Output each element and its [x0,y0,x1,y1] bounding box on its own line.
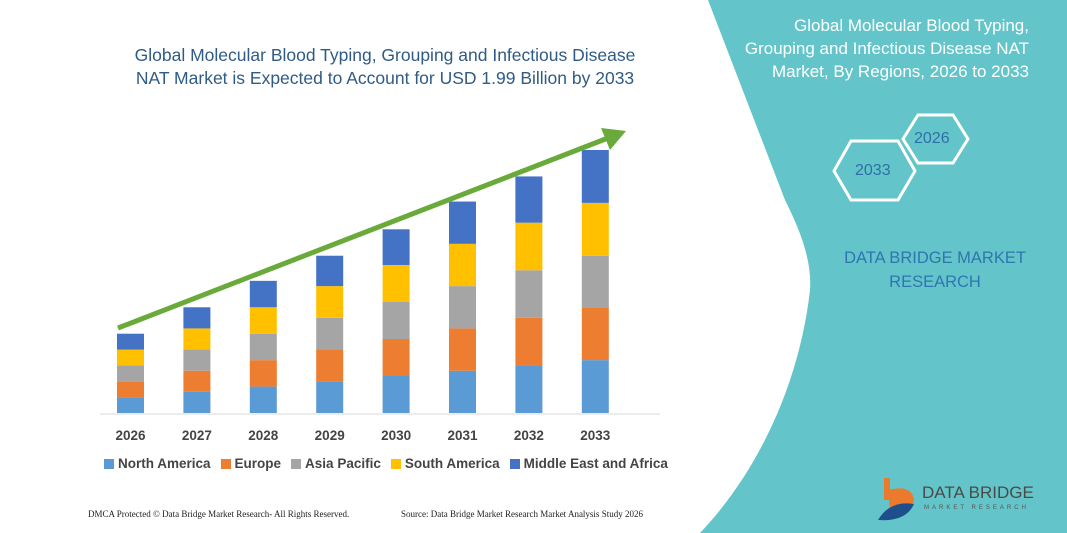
legend-swatch [509,458,520,469]
bar-segment-2031-asia-pacific [449,286,476,329]
hexagon-2033 [832,139,917,202]
legend-label: South America [404,456,500,471]
bar-segment-2032-north-america [515,365,543,413]
legend-item: Europe [220,456,282,471]
brand-text: DATA BRIDGE MARKET RESEARCH [820,246,1050,294]
bar-segment-2033-asia-pacific [581,255,609,308]
x-tick-label: 2031 [447,428,478,443]
footer-copyright: DMCA Protected © Data Bridge Market Rese… [88,509,350,519]
title-line-2: NAT Market is Expected to Account for US… [135,68,635,88]
bar-segment-2029-europe [316,349,344,382]
bar-segment-2027-middle-east-and-africa [183,307,211,329]
x-tick-label: 2027 [182,428,212,443]
legend-item: Middle East and Africa [509,456,668,471]
x-tick-label: 2028 [248,428,279,443]
x-tick-label: 2033 [580,428,611,443]
x-tick-label: 2032 [514,428,544,443]
bar-segment-2026-north-america [117,397,144,413]
databridge-logo-icon [878,478,914,521]
bar-segment-2027-europe [183,370,211,392]
bar-segment-2032-asia-pacific [515,270,543,318]
bar-segment-2029-asia-pacific [316,317,344,350]
bar-segment-2033-south-america [581,202,609,256]
bar-segment-2027-asia-pacific [183,349,211,371]
bar-segment-2032-south-america [515,222,543,271]
legend-item: South America [390,456,500,471]
bar-segment-2033-middle-east-and-africa [581,150,609,203]
legend-swatch [220,458,231,469]
bar-segment-2028-middle-east-and-africa [249,280,277,308]
bar-segment-2030-middle-east-and-africa [382,229,410,265]
bar-segment-2030-asia-pacific [382,301,410,339]
legend-label: North America [118,456,211,471]
bar-segment-2028-north-america [249,386,277,413]
hexagon-2026 [901,113,970,165]
bar-segment-2029-north-america [316,381,344,413]
bar-segment-2029-middle-east-and-africa [316,255,344,287]
bar-segment-2026-south-america [117,349,144,366]
trend-arrow-head-icon [601,128,626,150]
legend-swatch [390,458,401,469]
legend-swatch [104,458,114,469]
legend-label: Middle East and Africa [523,456,668,471]
legend-item: North America [104,456,211,471]
bar-segment-2026-asia-pacific [117,365,144,382]
bar-segment-2031-middle-east-and-africa [449,201,476,244]
hex-label-2026: 2026 [914,130,950,147]
footer-source: Source: Data Bridge Market Research Mark… [401,509,643,519]
bar-segment-2033-north-america [581,360,609,413]
bar-segment-2028-south-america [249,307,277,334]
legend-label: Europe [234,456,282,471]
bar-segment-2032-middle-east-and-africa [515,176,543,223]
bar-segment-2031-south-america [449,243,476,287]
bar-segment-2029-south-america [316,286,344,318]
bar-segment-2030-south-america [382,264,410,302]
bar-segment-2028-asia-pacific [249,333,277,361]
logo-text: DATA BRIDGE [922,483,1034,502]
legend-item: Asia Pacific [291,456,381,471]
logo-subtext: MARKET RESEARCH [924,505,1029,511]
hex-label-2033: 2033 [855,162,891,179]
x-tick-label: 2030 [381,428,411,443]
legend-label: Asia Pacific [305,456,381,471]
bar-segment-2030-europe [382,338,410,376]
bar-segment-2028-europe [249,360,277,387]
brand-line-1: DATA BRIDGE MARKET [844,249,1026,267]
bar-segment-2026-middle-east-and-africa [117,333,144,350]
bar-segment-2026-europe [117,381,144,398]
bar-segment-2027-north-america [183,391,211,413]
chart-legend: North America Europe Asia Pacific South Ame… [104,456,668,471]
side-panel-title: Global Molecular Blood Typing, Grouping … [744,16,1029,81]
x-tick-label: 2026 [115,428,146,443]
bar-segment-2033-europe [581,307,609,361]
stacked-bar-chart: 2026 2027 2028 2029 2030 2031 2032 2033 [100,128,660,443]
chart-title: Global Molecular Blood Typing, Grouping … [100,44,670,90]
bar-segment-2030-north-america [382,375,410,413]
title-line-1: Global Molecular Blood Typing, Grouping … [134,45,636,65]
bar-segment-2027-south-america [183,328,211,350]
teal-side-panel [700,0,1067,533]
bar-segment-2031-europe [449,328,476,371]
x-tick-label: 2029 [315,428,345,443]
brand-line-2: RESEARCH [889,273,981,291]
trend-arrow-line [117,135,609,331]
bar-segment-2031-north-america [449,370,476,413]
legend-swatch [291,458,302,469]
bar-segment-2032-europe [515,317,543,366]
